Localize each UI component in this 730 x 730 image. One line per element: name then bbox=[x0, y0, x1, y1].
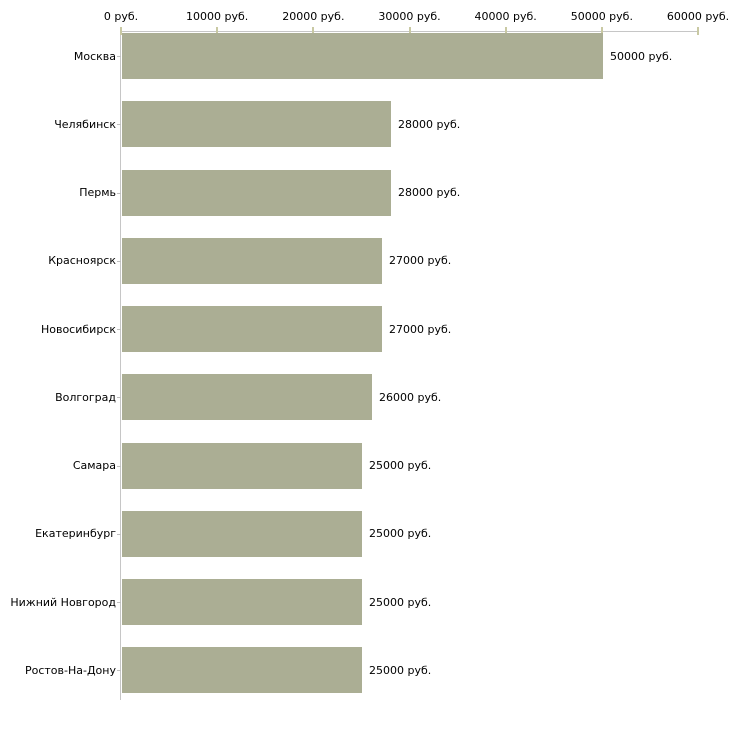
value-label: 27000 руб. bbox=[389, 322, 452, 336]
x-tick-mark bbox=[504, 27, 507, 35]
category-label: Москва bbox=[73, 49, 116, 63]
category-label: Екатеринбург bbox=[35, 527, 116, 541]
x-tick-mark bbox=[600, 27, 603, 35]
category-tick-mark bbox=[117, 124, 121, 125]
value-label: 26000 руб. bbox=[379, 390, 442, 404]
category-label: Самара bbox=[72, 459, 116, 472]
x-tick-label: 40000 руб. bbox=[474, 10, 537, 23]
value-label: 50000 руб. bbox=[610, 49, 673, 63]
bar bbox=[122, 169, 391, 216]
value-label: 27000 руб. bbox=[389, 254, 452, 268]
y-axis-line bbox=[120, 31, 121, 701]
x-tick-label: 10000 руб. bbox=[186, 10, 249, 23]
category-tick-mark bbox=[117, 329, 121, 330]
category-tick-mark bbox=[117, 670, 121, 671]
value-label: 28000 руб. bbox=[398, 186, 461, 199]
category-tick-mark bbox=[117, 56, 121, 57]
bar bbox=[122, 647, 362, 694]
category-tick-mark bbox=[117, 466, 121, 467]
bar bbox=[122, 306, 382, 352]
category-label: Волгоград bbox=[55, 390, 116, 404]
x-tick-label: 20000 руб. bbox=[282, 10, 345, 23]
value-label: 25000 руб. bbox=[369, 663, 432, 677]
value-label: 25000 руб. bbox=[369, 459, 432, 472]
category-label: Челябинск bbox=[54, 117, 116, 131]
value-label: 25000 руб. bbox=[369, 595, 432, 609]
x-tick-mark bbox=[697, 27, 699, 35]
x-tick-mark bbox=[216, 27, 219, 35]
bar bbox=[122, 33, 603, 79]
category-tick-mark bbox=[117, 193, 121, 194]
category-label: Красноярск bbox=[48, 254, 116, 268]
category-label: Нижний Новгород bbox=[10, 595, 116, 609]
category-label: Ростов-На-Дону bbox=[24, 663, 116, 677]
x-tick-mark bbox=[120, 27, 122, 35]
bar bbox=[122, 237, 382, 284]
value-label: 28000 руб. bbox=[398, 117, 461, 131]
x-tick-label: 0 руб. bbox=[103, 10, 139, 23]
bar bbox=[122, 579, 362, 625]
x-tick-label: 30000 руб. bbox=[378, 10, 441, 23]
category-tick-mark bbox=[117, 534, 121, 535]
x-tick-mark bbox=[312, 27, 315, 35]
category-tick-mark bbox=[117, 397, 121, 398]
bar bbox=[122, 101, 391, 148]
value-label: 25000 руб. bbox=[369, 527, 432, 541]
bar bbox=[122, 374, 372, 421]
bar bbox=[122, 510, 362, 557]
x-tick-label: 50000 руб. bbox=[570, 10, 633, 23]
category-tick-mark bbox=[117, 261, 121, 262]
x-tick-label: 60000 руб. bbox=[666, 10, 730, 23]
category-label: Пермь bbox=[79, 186, 116, 199]
category-tick-mark bbox=[117, 602, 121, 603]
category-label: Новосибирск bbox=[40, 322, 116, 336]
bar bbox=[122, 442, 362, 489]
x-tick-mark bbox=[408, 27, 411, 35]
